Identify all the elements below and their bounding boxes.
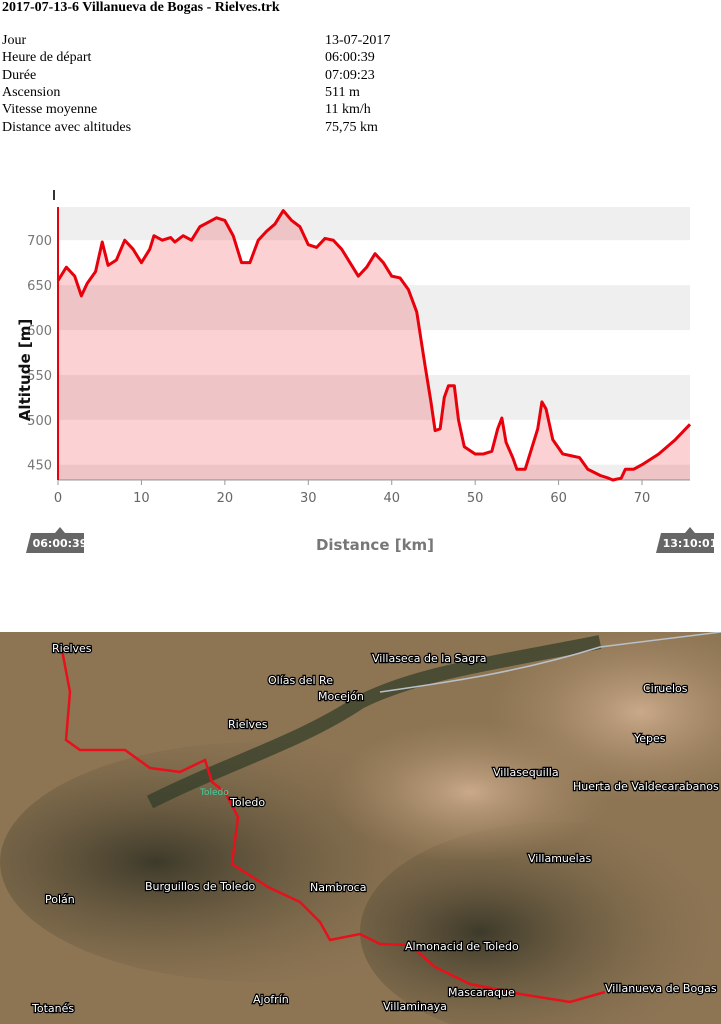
info-value: 511 m (325, 84, 360, 100)
place-label: Rielves (52, 642, 92, 655)
info-value: 07:09:23 (325, 67, 375, 83)
place-label: Villanueva de Bogas (605, 982, 717, 995)
place-label: Mocejón (318, 690, 364, 703)
info-value: 06:00:39 (325, 50, 375, 66)
x-tick-label: 60 (550, 491, 567, 506)
info-key: Distance avec altitudes (2, 119, 132, 135)
place-label: Nambroca (310, 881, 366, 894)
y-tick-label: 600 (27, 324, 52, 339)
route (60, 649, 606, 1004)
y-tick-label: 700 (27, 234, 52, 249)
map-terrain (330, 722, 610, 862)
x-tick-label: 20 (217, 491, 234, 506)
y-axis-label: Altitude [m] (16, 319, 34, 421)
place-label: Ciruelos (643, 682, 688, 695)
river-valley (146, 635, 602, 809)
x-tick-label: 0 (54, 491, 62, 506)
info-value: 75,75 km (325, 119, 378, 135)
time-label: 06:00:39 (33, 537, 88, 550)
title: 2017-07-13-6 Villanueva de Bogas - Rielv… (2, 0, 280, 15)
grid-band (58, 207, 690, 241)
place-label: Mascaraque (448, 986, 515, 999)
place-label: Olías del Re (268, 674, 333, 687)
y-tick-label: 650 (27, 279, 52, 294)
info-key: Vitesse moyenne (2, 102, 98, 118)
altitude-area (58, 210, 690, 480)
info-key: Durée (2, 67, 37, 83)
grid-band (58, 285, 690, 331)
place-label: Villasequilla (493, 766, 559, 779)
info-value: 13-07-2017 (325, 33, 391, 48)
y-tick-label: 550 (27, 369, 52, 384)
time-marker (26, 527, 84, 553)
y-tick-label: 500 (27, 414, 52, 429)
x-tick-label: 40 (383, 491, 400, 506)
chart: 450 500 550 600 650 700 0 10 20 30 40 50 60 70 Distanc… (16, 190, 718, 554)
x-tick-label: 10 (133, 491, 150, 506)
place-label: Yepes (633, 732, 666, 745)
grid-band (58, 374, 690, 420)
place-label: Rielves (228, 718, 268, 731)
grid-band (58, 464, 690, 480)
map: Rielves Olías del Re Mocejón Villaseca de l… (0, 632, 721, 1024)
place-label: Almonacid de Toledo (405, 940, 519, 953)
altitude-line (56, 209, 692, 482)
info-value: 11 km/h (325, 102, 371, 118)
cursor-mark (53, 190, 55, 200)
info-key: Heure de départ (2, 50, 92, 66)
y-tick-label: 450 (27, 459, 52, 474)
place-label: Toledo (229, 796, 265, 809)
x-tick-label: 70 (634, 491, 651, 506)
time-marker (656, 527, 714, 553)
place-label: Burguillos de Toledo (145, 880, 256, 893)
place-label: Villaseca de la Sagra (372, 652, 487, 665)
place-label: Ajofrín (253, 993, 289, 1006)
road (379, 632, 721, 693)
place-label: Villaminaya (383, 1000, 447, 1013)
info-key: Jour (2, 33, 27, 48)
info-key: Ascension (2, 84, 61, 100)
x-tick-label: 50 (467, 491, 484, 506)
time-label: 13:10:01 (663, 537, 718, 550)
place-label: Totanés (31, 1002, 74, 1015)
place-label: Villamuelas (528, 852, 591, 865)
place-label: Toledo (199, 788, 229, 798)
place-label: Huerta de Valdecarabanos (573, 780, 719, 793)
x-axis-label: Distance [km] (316, 536, 434, 554)
place-label: Polán (45, 893, 75, 906)
x-tick-label: 30 (300, 491, 317, 506)
